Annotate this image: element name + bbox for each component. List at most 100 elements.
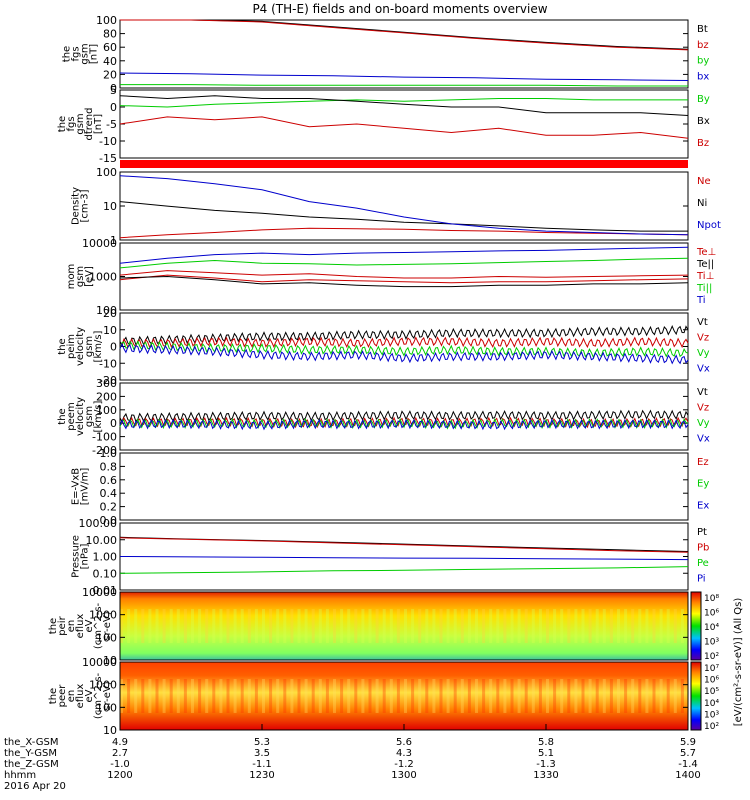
spectrogram-streak [297, 609, 301, 643]
y-tick-label: 1.0 [100, 447, 118, 460]
spectrogram-streak [361, 679, 365, 713]
x-axis-row-label: the_X-GSM [4, 737, 58, 748]
spectrogram-streak [411, 609, 415, 643]
y-axis-label-line: peem [66, 402, 77, 430]
panel-pressure: 100.0010.001.000.100.01Pressure[nPa]PtPb… [71, 517, 710, 597]
spectrogram-streak [361, 609, 365, 643]
spectrogram-streak [574, 609, 578, 643]
panels: 100806040200thefgsgsm[nT]Btbzbybx50-5-10… [48, 14, 721, 737]
y-tick-label: 0.01 [93, 584, 118, 597]
spectrogram-streak [183, 609, 187, 643]
y-axis-label-line: the [57, 116, 68, 132]
legend-label: Vy [697, 348, 710, 359]
legend-label: Bx [697, 116, 710, 127]
y-axis-label-line: gsm [80, 43, 91, 64]
spectrogram-streak [531, 609, 535, 643]
y-tick-label: -20 [99, 374, 117, 387]
spectrogram-streak [404, 609, 407, 643]
spectrogram-streak [290, 679, 294, 713]
y-tick-label: 200 [96, 390, 117, 403]
x-axis-value: 5.7 [680, 748, 696, 759]
y-tick-label: 40 [103, 55, 117, 68]
x-axis-row-label: the_Z-GSM [4, 759, 59, 770]
spectrogram-streak [148, 609, 152, 643]
spectrogram-streak [389, 609, 393, 643]
legend-label: Pe [697, 558, 709, 569]
colorbar-tick-label: 10³ [704, 710, 719, 720]
x-axis-value: 1230 [249, 770, 274, 781]
series-line-peem-velocity [119, 417, 689, 430]
y-axis-label-line: eV [84, 619, 95, 632]
spectrogram-streak [304, 679, 308, 713]
legend-label: Ey [697, 479, 709, 490]
spectrogram-streak [524, 609, 528, 643]
spectrogram-streak [560, 679, 564, 713]
legend-label: Pi [697, 574, 706, 585]
spectrogram-streak [311, 609, 315, 643]
series-line-peim-velocity [119, 325, 689, 347]
spectrogram-streak [453, 609, 457, 643]
series-line-temperature [119, 270, 689, 279]
y-tick-label: 100 [96, 166, 117, 179]
spectrogram-streak [482, 609, 486, 643]
spectrogram-streak [659, 679, 663, 713]
spectrogram-streak [638, 609, 642, 643]
y-axis-label-line: [km/s] [93, 400, 104, 432]
legend-label: Ni [697, 198, 707, 209]
spectrogram-streak [191, 679, 194, 713]
spectrogram-streak [645, 679, 649, 713]
legend-label: Te|| [696, 259, 714, 270]
spectrogram-streak [496, 609, 500, 643]
spectrogram-streak [325, 609, 329, 643]
series-line-density [119, 175, 689, 236]
legend-label: Vt [697, 387, 708, 398]
y-axis-label-line: E=-VxB [71, 468, 82, 505]
legend-label: Ti⊥ [696, 271, 714, 282]
spectrogram-streak [368, 609, 372, 643]
spectrogram-streak [510, 679, 514, 713]
spectrogram-streak [467, 609, 471, 643]
series-line-temperature [119, 275, 689, 288]
y-tick-label: 0.8 [100, 460, 118, 473]
spectrogram-streak [354, 679, 358, 713]
y-axis-label-line: [nPa] [80, 543, 91, 569]
spectrogram-streak [467, 679, 471, 713]
x-axis-value: -1.2 [394, 759, 414, 770]
spectrogram-streak [141, 679, 145, 713]
panel-density: 100 10 1 Density[cm-3] Ne Ni Npot [71, 166, 721, 247]
series-line-peim-velocity [119, 336, 689, 349]
y-axis-label-line: fgs [66, 116, 77, 131]
y-axis-label-line: the [57, 408, 68, 424]
spectrogram-streak [517, 609, 521, 643]
x-axis-value: 5.9 [680, 737, 696, 748]
spectrogram-streak [581, 679, 585, 713]
x-axis-value: 1400 [675, 770, 700, 781]
spectrogram-streak [460, 609, 464, 643]
spectrogram-streak [183, 679, 187, 713]
spectrogram-streak [162, 609, 166, 643]
series-line-density [119, 227, 689, 239]
spectrogram-streak [496, 679, 500, 713]
y-tick-label: -5 [106, 118, 117, 131]
spectrogram-streak [624, 609, 628, 643]
spectrogram-streak [411, 679, 415, 713]
spectrogram-streak [276, 679, 280, 713]
spectrogram-streak [134, 679, 138, 713]
series-line-fgs-gsm [119, 72, 689, 81]
spectrogram-streak [169, 679, 173, 713]
series-line-temperature [119, 257, 689, 269]
legend-label: Vy [697, 418, 710, 429]
y-axis-label-line: Density [71, 187, 82, 225]
x-axis: the_X-GSM 4.9 5.3 5.6 5.8 5.9 the_Y-GSM 2.7 3.5 4… [4, 724, 701, 792]
colorbar-label: [eV/(cm²-s-sr-eV)] (All Qs) [733, 598, 744, 727]
y-axis-label-line: [nT] [89, 44, 100, 64]
spectrogram-streak [354, 609, 358, 643]
y-tick-label: 0 [110, 101, 117, 114]
y-tick-label: 0.6 [100, 474, 118, 487]
spectrogram-streak [198, 679, 202, 713]
legend-label: Vt [697, 317, 708, 328]
spectrogram-streak [233, 679, 237, 713]
x-axis-value: -1.1 [252, 759, 272, 770]
